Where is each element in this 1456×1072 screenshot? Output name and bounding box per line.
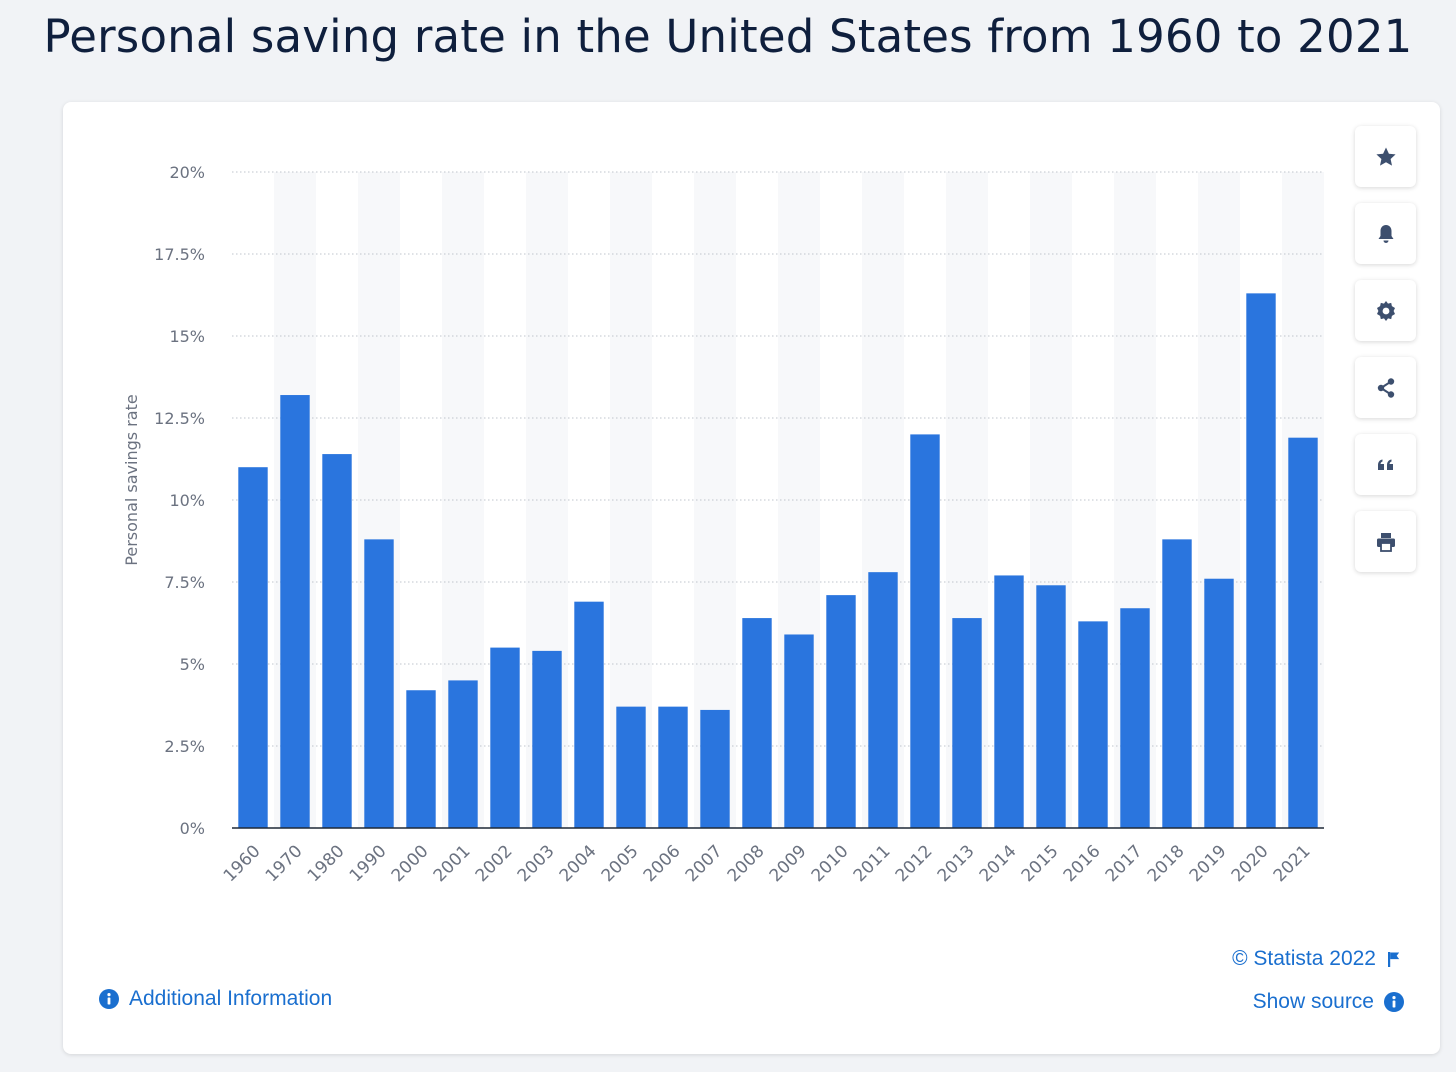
- bar-2007: [700, 709, 730, 828]
- show-source-link[interactable]: Show source: [1253, 990, 1404, 1014]
- gear-icon: [1376, 300, 1395, 321]
- share-button[interactable]: [1355, 357, 1416, 418]
- bar-2020: [1246, 293, 1276, 828]
- x-tick-label: 2005: [598, 841, 643, 886]
- x-tick-label: 2002: [472, 841, 517, 886]
- bar-2009: [784, 634, 814, 828]
- x-tick-label: 2009: [766, 841, 811, 886]
- y-tick-label: 5%: [180, 655, 205, 674]
- x-tick-label: 2000: [388, 841, 433, 886]
- share-icon: [1377, 377, 1394, 398]
- bar-2001: [448, 680, 478, 828]
- x-tick-label: 2013: [934, 841, 979, 886]
- y-tick-label: 10%: [169, 491, 205, 510]
- bar-1960: [238, 467, 268, 828]
- x-tick-label: 2010: [808, 841, 853, 886]
- bar-2011: [868, 572, 898, 828]
- y-axis-label: Personal savings rate: [122, 394, 141, 565]
- x-tick-label: 1960: [220, 841, 265, 886]
- x-tick-label: 2020: [1228, 841, 1273, 886]
- bar-1990: [364, 539, 394, 828]
- x-tick-label: 2017: [1102, 841, 1147, 886]
- page-title: Personal saving rate in the United State…: [43, 10, 1413, 63]
- printer-icon: [1376, 532, 1395, 552]
- additional-information-label: Additional Information: [129, 987, 333, 1010]
- copyright-label: © Statista 2022: [1232, 947, 1376, 970]
- x-tick-label: 2019: [1186, 841, 1231, 886]
- x-tick-label: 2006: [640, 841, 685, 886]
- x-tick-label: 2021: [1270, 841, 1315, 886]
- bar-chart: 0%2.5%5%7.5%10%12.5%15%17.5%20%196019701…: [122, 163, 1324, 886]
- cite-button[interactable]: [1355, 434, 1416, 495]
- additional-information-link[interactable]: Additional Information: [99, 987, 332, 1011]
- chart-card: 0% 2.5% 5% 7.5% 10% 12.5% 15% 17.5% 20% 1960 1970 1…: [63, 102, 1440, 1054]
- x-tick-label: 2007: [682, 841, 727, 886]
- info-icon: [1384, 992, 1404, 1012]
- y-tick-label: 0%: [180, 819, 205, 838]
- x-tick-label: 1970: [262, 841, 307, 886]
- statista-copyright-link[interactable]: © Statista 2022: [1232, 947, 1402, 971]
- bar-2006: [658, 706, 688, 828]
- x-tick-label: 2015: [1018, 841, 1063, 886]
- quote-icon: [1377, 459, 1393, 470]
- x-tick-label: 2004: [556, 841, 601, 886]
- flag-icon: [1388, 952, 1400, 967]
- x-tick-label: 2001: [430, 841, 475, 886]
- y-tick-label: 20%: [169, 163, 205, 182]
- bar-2004: [574, 601, 604, 828]
- bar-2019: [1204, 578, 1234, 828]
- bar-2002: [490, 647, 520, 828]
- bar-1980: [322, 454, 352, 828]
- y-tick-label: 17.5%: [154, 245, 205, 264]
- bar-2014: [994, 575, 1024, 828]
- y-tick-label: 2.5%: [164, 737, 205, 756]
- print-button[interactable]: [1355, 511, 1416, 572]
- x-tick-label: 2016: [1060, 841, 1105, 886]
- notification-button[interactable]: [1355, 203, 1416, 264]
- bar-2017: [1120, 608, 1150, 828]
- bar-2000: [406, 690, 436, 828]
- x-tick-label: 1990: [346, 841, 391, 886]
- bar-2018: [1162, 539, 1192, 828]
- star-icon: [1375, 147, 1396, 166]
- bell-icon: [1378, 224, 1393, 243]
- settings-button[interactable]: [1355, 280, 1416, 341]
- bar-2012: [910, 434, 940, 828]
- info-icon: [99, 989, 119, 1009]
- bar-2005: [616, 706, 646, 828]
- bar-2015: [1036, 585, 1066, 828]
- y-tick-label: 12.5%: [154, 409, 205, 428]
- bar-1970: [280, 395, 310, 828]
- y-tick-label: 7.5%: [164, 573, 205, 592]
- x-tick-label: 2012: [892, 841, 937, 886]
- show-source-label: Show source: [1252, 990, 1374, 1013]
- x-tick-label: 2011: [850, 841, 895, 886]
- bar-2021: [1288, 437, 1318, 828]
- x-tick-label: 2008: [724, 841, 769, 886]
- favorite-button[interactable]: [1355, 126, 1416, 187]
- y-tick-label: 15%: [169, 327, 205, 346]
- x-tick-label: 2018: [1144, 841, 1189, 886]
- x-tick-label: 2003: [514, 841, 559, 886]
- x-tick-label: 2014: [976, 841, 1021, 886]
- bar-2003: [532, 650, 562, 828]
- bar-2013: [952, 618, 982, 828]
- bar-2016: [1078, 621, 1108, 828]
- bar-2010: [826, 595, 856, 828]
- bar-2008: [742, 618, 772, 828]
- x-tick-label: 1980: [304, 841, 349, 886]
